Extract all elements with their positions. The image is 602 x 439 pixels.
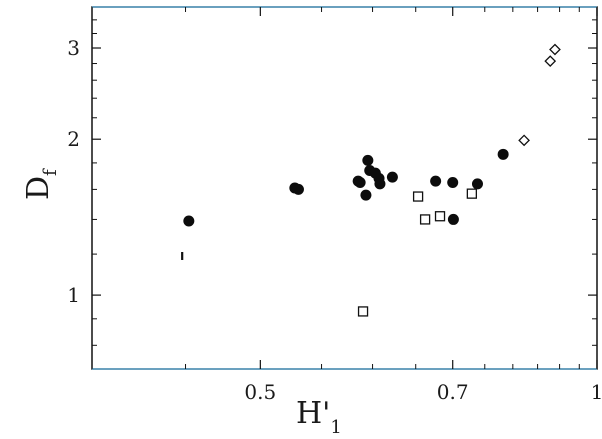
filled-circle-point [447, 176, 459, 188]
tick-labels: 0.5 0.7 1 1 2 3 [67, 36, 602, 404]
open-square-point [466, 188, 477, 199]
x-tick-label: 0.7 [437, 380, 469, 404]
filled-circle-point [374, 178, 386, 190]
y-tick-label: 1 [67, 283, 80, 307]
filled-circle-point [362, 154, 374, 166]
data-points [181, 43, 561, 317]
open-diamond-point [544, 55, 557, 67]
filled-circle-point [386, 171, 398, 183]
filled-circle-point [292, 183, 304, 195]
open-diamond-point [518, 134, 530, 147]
filled-circle-point [447, 213, 459, 225]
open-square-point [357, 306, 369, 317]
filled-circle-point [497, 148, 509, 160]
filled-circle-point [354, 176, 366, 188]
axis-ticks [91, 7, 598, 369]
y-axis-label: Df [21, 168, 61, 200]
filled-circle-point [430, 175, 442, 187]
open-square-point [412, 191, 424, 202]
y-tick-label: 2 [67, 127, 80, 151]
y-tick-label: 3 [67, 36, 80, 60]
filled-circle-point [360, 189, 372, 201]
x-tick-label: 1 [591, 380, 602, 404]
filled-circle-point [471, 178, 483, 190]
x-tick-label: 0.5 [244, 380, 276, 404]
plot-frame [91, 6, 598, 370]
filled-circle-point [183, 215, 195, 227]
x-axis-label: H'1 [296, 396, 342, 438]
open-diamond-point [549, 43, 561, 56]
open-square-point [434, 211, 446, 222]
open-square-point [419, 214, 431, 225]
